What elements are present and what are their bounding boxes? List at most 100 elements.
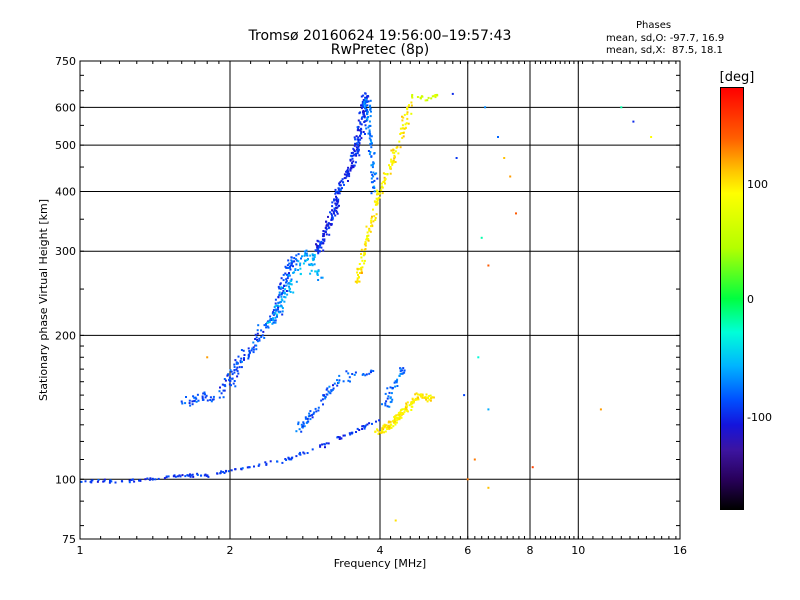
echo-point (451, 92, 454, 95)
echo-point (265, 462, 268, 465)
echo-point (367, 126, 370, 129)
echo-point (286, 277, 289, 280)
echo-point (335, 197, 338, 199)
echo-point (188, 399, 191, 402)
echo-point (382, 172, 385, 175)
echo-point (364, 124, 367, 127)
echo-point (299, 264, 301, 267)
echo-point (395, 419, 398, 422)
echo-point (204, 396, 207, 399)
echo-point (220, 470, 223, 473)
echo-point (230, 370, 233, 373)
echo-point (280, 295, 283, 298)
echo-point (233, 380, 236, 382)
echo-point (348, 172, 351, 175)
echo-point (295, 430, 298, 433)
echo-point (361, 259, 364, 262)
echo-point (325, 388, 328, 391)
echo-point (365, 373, 368, 376)
echo-point (302, 421, 305, 424)
echo-point (364, 98, 367, 101)
echo-point (349, 380, 351, 383)
echo-point (390, 392, 393, 395)
echo-point (406, 107, 409, 110)
echo-point (329, 211, 331, 214)
echo-point (197, 399, 200, 402)
echo-point (363, 100, 366, 103)
echo-point (361, 101, 364, 103)
echo-point (365, 238, 368, 241)
echo-point (218, 390, 221, 393)
echo-point (266, 325, 269, 328)
echo-point (378, 196, 381, 199)
echo-point (357, 145, 360, 148)
echo-point (356, 268, 359, 271)
echo-point (284, 296, 287, 299)
echo-point (401, 119, 404, 122)
echo-point (280, 300, 282, 303)
echo-point (312, 412, 315, 415)
echo-point (398, 418, 401, 421)
echo-point (220, 392, 223, 395)
echo-point (368, 129, 371, 132)
echo-point (367, 150, 370, 152)
echo-point (384, 178, 387, 180)
echo-point (356, 147, 359, 150)
echo-point (190, 474, 193, 477)
echo-point (389, 166, 392, 169)
echo-point (227, 373, 230, 376)
echo-point (310, 269, 313, 272)
echo-point (353, 150, 356, 153)
echo-point (269, 315, 272, 318)
echo-point (223, 389, 226, 392)
echo-point (327, 215, 329, 218)
echo-point (262, 330, 265, 333)
phases-x-stats: mean, sd,X: 87.5, 18.1 (606, 45, 723, 56)
echo-point (338, 187, 341, 190)
echo-point (209, 396, 212, 399)
echo-point (231, 373, 234, 376)
echo-point (236, 366, 239, 369)
y-tick-label: 750 (55, 55, 76, 68)
echo-point (357, 144, 359, 146)
echo-point (487, 486, 490, 489)
echo-point (360, 248, 363, 251)
echo-point (355, 154, 358, 157)
echo-point (322, 403, 324, 406)
echo-point (399, 146, 402, 149)
echo-point (234, 359, 237, 362)
echo-point (313, 254, 316, 256)
echo-point (274, 311, 277, 314)
echo-point (128, 479, 131, 482)
echo-point (350, 155, 353, 158)
echo-point (258, 463, 261, 466)
echo-point (297, 421, 300, 424)
echo-point (370, 146, 373, 149)
echo-point (280, 305, 283, 308)
echo-point (236, 375, 239, 378)
colorbar-title: [deg] (719, 70, 755, 85)
echo-point (373, 187, 376, 189)
echo-point (359, 122, 362, 125)
echo-point (281, 310, 284, 313)
echo-point (374, 217, 377, 219)
chart-title-line-2: RwPretec (8p) (330, 42, 430, 58)
echo-point (334, 202, 337, 205)
echo-point (354, 371, 357, 374)
echo-point (184, 402, 187, 405)
echo-point (388, 405, 391, 408)
echo-point (227, 470, 230, 473)
echo-point (389, 172, 392, 175)
echo-point (497, 136, 499, 138)
echo-point (274, 321, 277, 324)
echo-point (302, 422, 305, 425)
echo-point (192, 475, 195, 478)
echo-point (252, 341, 255, 344)
echo-point (431, 95, 434, 98)
echo-point (196, 393, 199, 396)
echo-point (360, 104, 363, 107)
echo-point (406, 410, 409, 413)
echo-point (309, 410, 312, 413)
echo-point (191, 403, 194, 406)
echo-point (295, 455, 298, 458)
